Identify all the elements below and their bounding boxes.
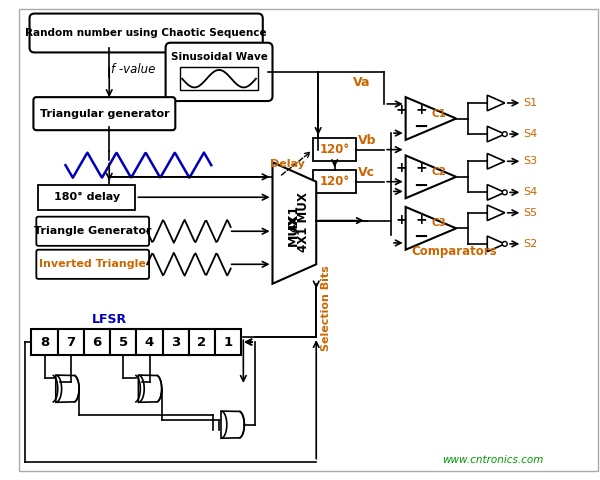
Text: C2: C2 [431,167,446,177]
Polygon shape [406,156,456,198]
Text: MUX: MUX [287,214,301,246]
Text: 180° delay: 180° delay [54,192,120,202]
Text: Inverted Triangle: Inverted Triangle [39,259,146,269]
Text: +: + [396,213,407,227]
Bar [215,329,241,355]
Polygon shape [487,205,505,221]
Text: C3: C3 [431,218,446,228]
Polygon shape [487,126,505,142]
Text: S1: S1 [523,98,537,108]
Circle shape [502,241,507,246]
Text: +: + [396,103,407,117]
Circle shape [502,190,507,195]
Text: 120°: 120° [320,143,350,156]
Text: −: − [413,228,429,246]
Text: LFSR: LFSR [92,313,127,326]
Polygon shape [406,207,456,250]
FancyBboxPatch shape [37,216,149,246]
Polygon shape [221,411,244,438]
Text: Random number using Chaotic Sequence: Random number using Chaotic Sequence [25,28,267,38]
Text: 4X1 MUX: 4X1 MUX [297,192,310,252]
Text: 8: 8 [40,336,49,348]
Text: 1: 1 [224,336,233,348]
Text: Sinusoidal Wave: Sinusoidal Wave [170,52,268,62]
Bar [58,329,84,355]
Text: f -value: f -value [112,63,156,76]
Text: S4: S4 [523,129,537,139]
Bar [38,185,136,210]
Text: Comparators: Comparators [412,245,497,258]
FancyBboxPatch shape [29,13,263,52]
Text: Vc: Vc [358,167,375,180]
Text: −: − [413,177,429,194]
Text: 4: 4 [145,336,154,348]
Polygon shape [487,95,505,111]
Bar [31,329,58,355]
Bar [163,329,189,355]
Polygon shape [56,375,79,402]
Bar [313,170,356,193]
Text: +: + [396,161,407,175]
Text: S4: S4 [523,187,537,197]
Text: −: − [413,118,429,136]
Bar [313,138,356,161]
Polygon shape [487,185,505,200]
Polygon shape [487,154,505,169]
Bar [84,329,110,355]
Text: Triangular generator: Triangular generator [40,108,169,119]
Text: Delay: Delay [269,159,305,169]
Polygon shape [487,236,505,252]
Polygon shape [139,375,162,402]
Text: +: + [415,103,427,117]
Text: +: + [415,213,427,227]
Text: +: + [415,161,427,175]
Bar [110,329,136,355]
Text: S2: S2 [523,239,537,249]
Text: Triangle Generator: Triangle Generator [34,226,151,236]
Text: 120°: 120° [320,175,350,188]
Text: Va: Va [353,76,371,89]
FancyBboxPatch shape [37,250,149,279]
Bar [180,67,258,90]
Text: Selection Bits: Selection Bits [321,265,331,351]
Text: 4X1: 4X1 [287,205,301,232]
Text: www.cntronics.com: www.cntronics.com [442,455,544,465]
Polygon shape [406,97,456,140]
Bar [189,329,215,355]
Polygon shape [272,162,316,284]
Text: S5: S5 [523,208,537,218]
Text: 7: 7 [66,336,76,348]
FancyBboxPatch shape [34,97,175,130]
Circle shape [502,132,507,136]
Text: S3: S3 [523,156,537,166]
Text: Vb: Vb [358,134,376,147]
Text: 6: 6 [92,336,102,348]
Text: 2: 2 [197,336,206,348]
Bar [136,329,163,355]
Text: 5: 5 [119,336,128,348]
FancyBboxPatch shape [166,43,272,101]
Text: 3: 3 [171,336,181,348]
Text: C1: C1 [431,108,446,119]
